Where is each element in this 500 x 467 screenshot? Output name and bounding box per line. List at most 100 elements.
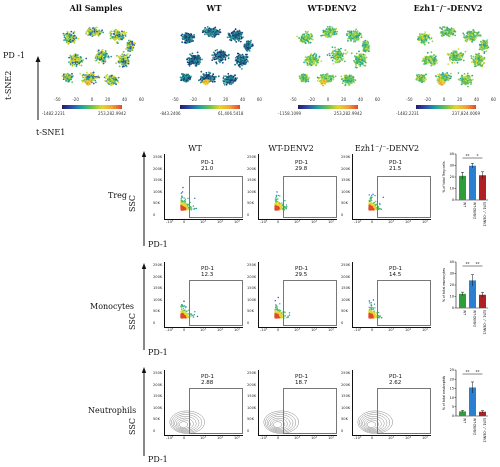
tsne-point [364, 58, 367, 61]
tsne-point [110, 81, 113, 84]
tsne-point [354, 79, 357, 82]
tsne-point [121, 53, 124, 56]
tsne-point [199, 78, 202, 81]
tsne-point [232, 34, 234, 37]
tsne-point [334, 55, 336, 58]
tsne-point [232, 75, 235, 78]
tsne-point [92, 71, 95, 74]
tsne-point [340, 75, 343, 78]
tsne-point [234, 28, 237, 31]
tsne-point [245, 55, 248, 58]
tsne-point [212, 77, 214, 79]
tsne-point [66, 30, 69, 33]
tsne-point [213, 36, 216, 38]
tsne-point [245, 60, 247, 63]
tsne-point [296, 35, 298, 38]
tsne-point [111, 83, 114, 85]
tsne-point [357, 62, 360, 65]
tsne-point [127, 44, 130, 47]
tsne-point [351, 37, 354, 40]
tsne-point [220, 59, 222, 62]
tsne-point [114, 39, 116, 42]
tsne-point [237, 54, 240, 57]
tsne-point [241, 53, 244, 56]
tsne-point [69, 77, 72, 79]
tsne-point [240, 37, 243, 40]
tsne-point [298, 37, 301, 39]
tsne-point [235, 41, 238, 43]
tsne-point [80, 64, 83, 67]
tsne-point [111, 36, 114, 38]
tsne-point [74, 61, 77, 64]
tsne-point [99, 57, 102, 60]
tsne-point [218, 59, 221, 62]
tsne-point [344, 75, 346, 78]
tsne-point [122, 36, 125, 39]
tsne-point [90, 31, 93, 34]
tsne-point [425, 62, 427, 65]
tsne-point [69, 35, 72, 37]
tsne-point [335, 32, 338, 35]
tsne-point [64, 73, 67, 76]
tsne-point [424, 60, 426, 63]
tsne-point [331, 46, 334, 49]
tsne-title-all: All Samples [69, 3, 123, 13]
tsne-point [242, 36, 244, 39]
tsne-point [61, 75, 64, 77]
tsne-point [214, 56, 216, 59]
tsne-point [101, 29, 103, 32]
tsne-point [181, 76, 184, 79]
tsne-point [310, 35, 313, 38]
tsne-point [63, 34, 66, 37]
tsne-point [328, 77, 331, 80]
tsne-point [446, 27, 449, 29]
tsne-point [310, 59, 312, 61]
tsne-point [334, 46, 336, 49]
tsne-point [431, 40, 434, 43]
tsne-point [92, 32, 95, 35]
tsne-point [239, 34, 242, 37]
tsne-point [71, 81, 74, 84]
tsne-point [183, 78, 185, 81]
tsne-point [96, 50, 99, 53]
tsne-point [309, 54, 312, 57]
tsne-point [70, 74, 73, 77]
tsne-point [230, 35, 233, 38]
tsne-point [302, 38, 305, 40]
tsne-point [89, 77, 92, 80]
tsne-point [203, 33, 206, 36]
tsne-point [309, 56, 312, 59]
tsne-point [434, 63, 436, 65]
tsne-point [229, 39, 231, 41]
tsne-point [465, 36, 467, 38]
tsne-point [211, 75, 214, 77]
tsne-point [115, 76, 118, 79]
tsne-point [118, 33, 121, 36]
tsne-point [85, 32, 87, 35]
tsne-point [239, 40, 242, 43]
tsne-point [324, 32, 327, 35]
tsne-point [214, 26, 217, 29]
tsne-point [324, 73, 327, 76]
tsne-point [74, 54, 77, 56]
tsne-point [239, 63, 241, 66]
tsne-point [361, 44, 364, 47]
tsne-point [191, 52, 194, 55]
tsne-point [341, 55, 344, 57]
tsne-point [356, 59, 359, 61]
tsne-point [300, 73, 303, 76]
tsne-point [365, 56, 368, 59]
tsne-point [305, 36, 307, 39]
tsne-point [244, 58, 246, 61]
tsne-point [235, 36, 237, 39]
tsne-point [94, 27, 97, 29]
tsne-point [347, 30, 349, 33]
tsne-point [359, 57, 362, 59]
tsne-point [468, 32, 471, 35]
tsne-point [467, 37, 470, 39]
tsne-plot-wt [179, 26, 254, 86]
tsne-point [99, 55, 102, 58]
tsne-point [95, 55, 97, 58]
tsne-point [239, 54, 241, 57]
tsne-point [335, 52, 337, 54]
